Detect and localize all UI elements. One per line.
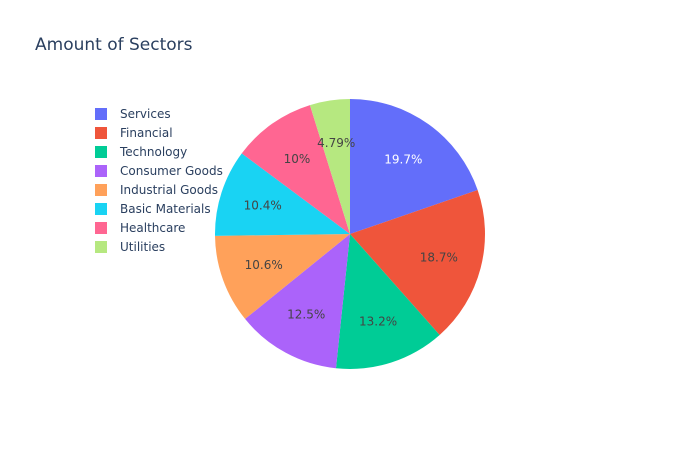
pie-slice-services xyxy=(350,99,478,234)
chart-title: Amount of Sectors xyxy=(35,35,193,55)
legend-label[interactable]: Industrial Goods xyxy=(120,183,218,197)
slice-value-label: 12.5% xyxy=(287,308,325,322)
legend-label[interactable]: Utilities xyxy=(120,240,165,254)
pie-slice-utilities xyxy=(309,99,350,234)
legend-swatch[interactable] xyxy=(95,127,107,139)
legend-label[interactable]: Healthcare xyxy=(120,221,185,235)
pie-slices xyxy=(214,99,485,370)
legend-swatch[interactable] xyxy=(95,108,107,120)
legend-swatch[interactable] xyxy=(95,241,107,253)
slice-value-label: 10.4% xyxy=(244,199,282,213)
slice-value-label: 10.6% xyxy=(245,258,283,272)
legend-label[interactable]: Technology xyxy=(119,145,187,159)
legend: Services Financial Technology Consumer Good… xyxy=(95,107,223,254)
pie-slice-consumer-goods xyxy=(245,234,350,369)
legend-swatch[interactable] xyxy=(95,222,107,234)
pie-slice-industrial-goods xyxy=(215,234,350,319)
legend-swatch[interactable] xyxy=(95,146,107,158)
legend-swatch[interactable] xyxy=(95,184,107,196)
legend-label[interactable]: Services xyxy=(120,107,171,121)
legend-swatch[interactable] xyxy=(95,165,107,177)
slice-value-label: 18.7% xyxy=(420,250,458,264)
pie-slice-technology xyxy=(335,234,440,370)
pie-slice-financial xyxy=(350,190,485,335)
slice-value-label: 4.79% xyxy=(317,136,355,150)
legend-label[interactable]: Basic Materials xyxy=(120,202,211,216)
slice-value-label: 19.7% xyxy=(384,152,422,166)
legend-label[interactable]: Consumer Goods xyxy=(120,164,223,178)
legend-swatch[interactable] xyxy=(95,203,107,215)
slice-value-label: 10% xyxy=(284,152,311,166)
pie-slice-basic-materials xyxy=(214,153,350,236)
slice-value-label: 13.2% xyxy=(359,314,397,328)
slice-labels: 19.7% 18.7% 13.2% 12.5% 10.6% 10.4% 10% 4.79% xyxy=(244,136,458,328)
pie-slice-healthcare xyxy=(241,105,350,234)
legend-label[interactable]: Financial xyxy=(120,126,173,140)
